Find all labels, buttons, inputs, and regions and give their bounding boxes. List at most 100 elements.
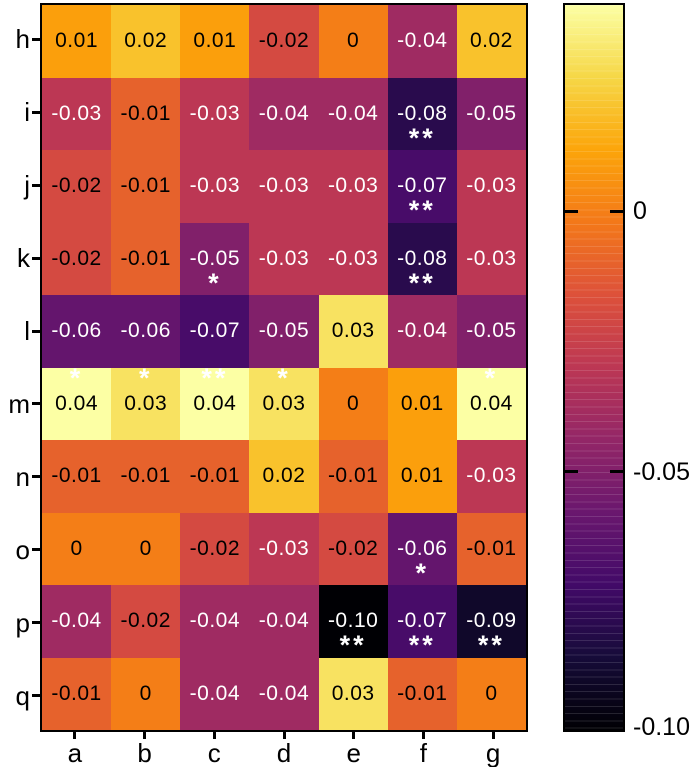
y-axis-tick (32, 329, 40, 333)
colorbar-tick-left (565, 470, 578, 474)
cell-value: -0.04 (397, 29, 448, 53)
cell-value: 0.02 (262, 464, 306, 488)
heatmap-plot: 0.01 0.02 0.01 -0.02 0 -0.04 0.02 -0.03 -0.01 -0.… (40, 3, 528, 732)
heatmap-cell: 0.01 (387, 367, 457, 440)
row-label: l (24, 316, 30, 347)
y-axis-tick (32, 402, 40, 406)
heatmap-cell: -0.01 (456, 512, 526, 585)
cell-value: -0.05 (466, 101, 517, 125)
cell-value: 0.03 (124, 391, 168, 415)
significance-stars: ** (201, 362, 229, 393)
row-label: p (15, 607, 30, 638)
colorbar-tick-right (610, 470, 623, 474)
cell-value: -0.02 (51, 174, 102, 198)
col-label: f (419, 738, 428, 767)
heatmap-cell: 0 (111, 657, 181, 730)
cell-value: -0.02 (189, 536, 241, 560)
y-axis-tick (32, 37, 40, 41)
x-axis-tick (491, 732, 495, 739)
significance-stars: ** (477, 630, 505, 660)
heatmap-cell: -0.05 (456, 295, 526, 368)
y-axis-tick (32, 475, 40, 479)
cell-value: -0.07 (397, 609, 448, 633)
cell-value: 0 (139, 681, 152, 705)
significance-stars: ** (408, 267, 436, 298)
heatmap-cell: 0.03 * (111, 364, 181, 440)
cell-value: 0.04 (193, 391, 237, 415)
heatmap-cell: 0.04 * (42, 364, 112, 440)
cell-value: 0 (70, 536, 83, 560)
col-label: a (67, 738, 83, 767)
cell-value: -0.01 (120, 464, 171, 488)
heatmap-cell: -0.02 (111, 585, 181, 658)
cell-value: -0.03 (258, 174, 310, 198)
heatmap-cell: 0 (318, 5, 388, 78)
col-label: b (137, 738, 152, 767)
cell-value: -0.01 (189, 464, 241, 488)
heatmap-cell: -0.05 * (180, 222, 250, 296)
significance-stars: ** (408, 195, 436, 225)
heatmap-cell: 0 (111, 512, 181, 585)
y-axis-tick (32, 548, 40, 552)
cell-value: -0.01 (120, 101, 171, 125)
heatmap-cell: -0.01 (111, 77, 181, 150)
colorbar (563, 3, 625, 732)
heatmap-cell: 0 (456, 657, 526, 730)
cell-value: -0.01 (120, 174, 171, 198)
cell-value: -0.04 (397, 319, 448, 343)
col-label: g (485, 738, 501, 767)
cell-value: -0.01 (120, 246, 171, 270)
heatmap-cell: -0.01 (111, 222, 181, 295)
cell-value: -0.02 (327, 536, 379, 560)
heatmap-cell: -0.04 (387, 295, 457, 368)
colorbar-tick-label: -0.05 (633, 457, 690, 486)
colorbar-tick-left (565, 209, 578, 213)
cell-value: -0.04 (258, 101, 310, 125)
row-label: h (15, 24, 30, 55)
col-label: d (276, 738, 292, 767)
heatmap-cell: -0.03 (456, 222, 526, 295)
colorbar-tick-label: -0.10 (633, 713, 690, 741)
cell-value: 0.01 (193, 29, 237, 53)
cell-value: -0.04 (189, 609, 241, 633)
cell-value: -0.08 (397, 101, 448, 125)
heatmap-cell: -0.01 (111, 150, 181, 223)
cell-value: 0.02 (469, 29, 513, 53)
y-axis-tick (32, 183, 40, 187)
cell-value: -0.01 (51, 681, 102, 705)
x-axis-tick (421, 732, 425, 739)
heatmap-cell: -0.02 (180, 512, 250, 585)
cell-value: -0.06 (51, 319, 102, 343)
heatmap-cell: -0.03 (318, 222, 388, 295)
significance-stars: ** (339, 630, 367, 660)
heatmap-cell: -0.03 (180, 77, 250, 150)
cell-value: -0.02 (51, 246, 102, 270)
y-axis-tick (32, 110, 40, 114)
significance-stars: ** (408, 630, 436, 660)
heatmap-cell: -0.03 (456, 150, 526, 223)
row-label: k (17, 243, 30, 274)
cell-value: 0 (485, 681, 498, 705)
y-axis-tick (32, 256, 40, 260)
row-label: o (15, 534, 30, 565)
heatmap-cell: -0.03 (42, 77, 112, 150)
cell-value: 0.01 (55, 29, 98, 53)
heatmap-cell: -0.01 (318, 440, 388, 513)
heatmap-cell: -0.02 (42, 222, 112, 295)
row-label: n (15, 461, 30, 492)
significance-stars: * (415, 557, 430, 588)
cell-value: -0.03 (327, 174, 379, 198)
heatmap-cell: 0.04 ** (180, 362, 250, 440)
cell-value: 0.01 (400, 391, 444, 415)
heatmap-cell: 0.02 (249, 440, 319, 513)
cell-value: -0.04 (327, 101, 379, 125)
cell-value: 0.03 (262, 391, 306, 415)
cell-value: -0.07 (189, 319, 241, 343)
heatmap-cell: -0.03 (249, 150, 319, 223)
heatmap-cell: -0.04 (249, 77, 319, 150)
cell-value: 0.01 (400, 464, 444, 488)
heatmap-cell: 0.03 (318, 657, 388, 730)
colorbar-striations (565, 5, 623, 730)
heatmap-cell: 0.03 * (249, 364, 319, 440)
